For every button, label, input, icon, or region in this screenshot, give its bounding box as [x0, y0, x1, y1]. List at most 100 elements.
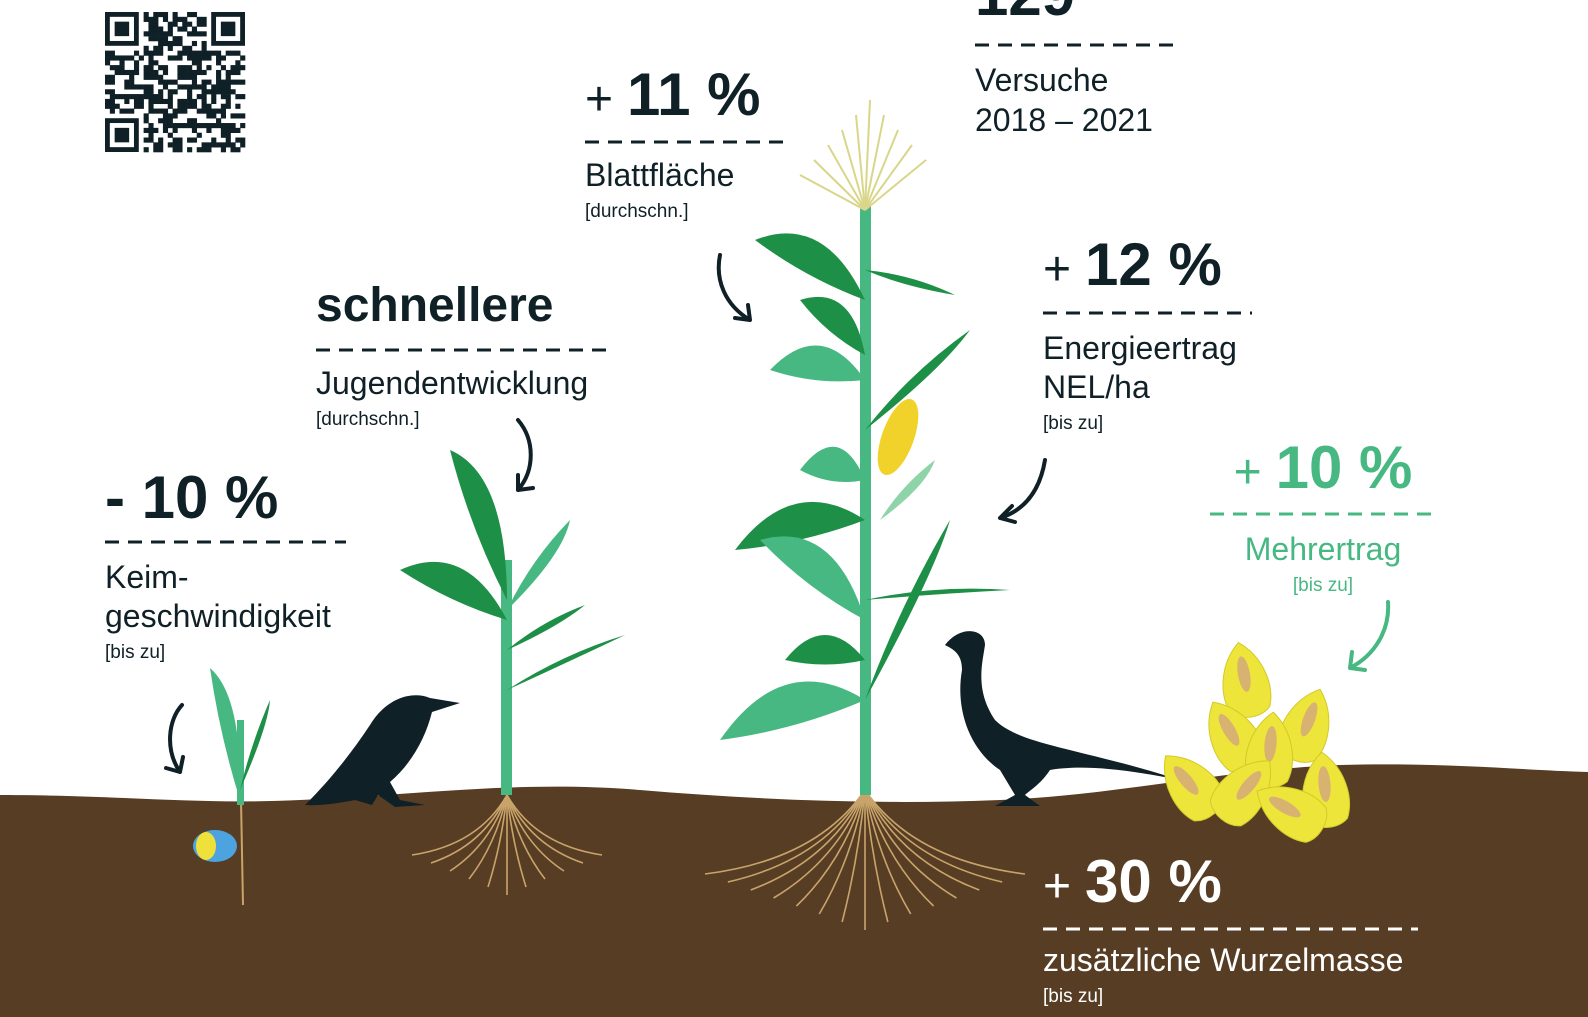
qr-finder	[221, 22, 235, 36]
qr-cell	[221, 113, 226, 118]
stat-number: 12 %	[1085, 231, 1222, 298]
qr-cell	[177, 109, 182, 114]
qr-cell	[168, 99, 173, 104]
qr-cell	[168, 55, 173, 60]
qr-cell	[124, 84, 129, 89]
qr-cell	[202, 70, 207, 75]
qr-cell	[153, 60, 158, 65]
qr-cell	[240, 142, 245, 147]
qr-cell	[144, 113, 149, 118]
qr-cell	[192, 138, 197, 143]
qr-cell	[148, 65, 153, 70]
qr-cell	[153, 94, 158, 99]
qr-cell	[202, 55, 207, 60]
qr-cell	[129, 75, 134, 80]
qr-cell	[226, 128, 231, 133]
qr-cell	[168, 133, 173, 138]
qr-cell	[148, 128, 153, 133]
qr-cell	[110, 51, 115, 56]
qr-cell	[148, 89, 153, 94]
qr-cell	[158, 99, 163, 104]
qr-cell	[197, 133, 202, 138]
qr-cell	[173, 36, 178, 41]
qr-cell	[192, 26, 197, 31]
qr-cell	[240, 123, 245, 128]
qr-cell	[110, 104, 115, 109]
qr-cell	[216, 109, 221, 114]
qr-cell	[115, 65, 120, 70]
qr-cell	[153, 26, 158, 31]
qr-cell	[221, 55, 226, 60]
stat-label: Keim-	[105, 559, 189, 595]
qr-cell	[153, 147, 158, 152]
qr-cell	[235, 60, 240, 65]
qr-cell	[231, 65, 236, 70]
qr-cell	[153, 109, 158, 114]
stat-value: +11 %	[585, 61, 760, 128]
qr-cell	[235, 138, 240, 143]
qr-cell	[148, 75, 153, 80]
qr-cell	[168, 80, 173, 85]
qr-cell	[206, 147, 211, 152]
qr-cell	[105, 99, 110, 104]
qr-cell	[192, 70, 197, 75]
qr-cell	[206, 89, 211, 94]
qr-cell	[115, 104, 120, 109]
qr-cell	[134, 51, 139, 56]
qr-cell	[211, 113, 216, 118]
qr-cell	[148, 70, 153, 75]
qr-cell	[182, 70, 187, 75]
qr-cell	[221, 89, 226, 94]
qr-cell	[110, 89, 115, 94]
qr-cell	[110, 55, 115, 60]
stat-number: 10 %	[1276, 434, 1413, 501]
qr-cell	[226, 89, 231, 94]
qr-cell	[148, 36, 153, 41]
qr-cell	[187, 84, 192, 89]
qr-cell	[134, 70, 139, 75]
qr-cell	[153, 128, 158, 133]
qr-cell	[177, 41, 182, 46]
qr-cell	[187, 22, 192, 27]
qr-cell	[144, 147, 149, 152]
qr-cell	[158, 138, 163, 143]
qr-cell	[231, 128, 236, 133]
stat-label: 2018 – 2021	[975, 102, 1153, 138]
qr-cell	[153, 36, 158, 41]
qr-cell	[134, 65, 139, 70]
qr-cell	[163, 109, 168, 114]
qr-cell	[192, 80, 197, 85]
qr-cell	[173, 22, 178, 27]
qr-cell	[202, 109, 207, 114]
qr-cell	[158, 41, 163, 46]
stat-label: geschwindigkeit	[105, 598, 331, 634]
qr-cell	[173, 138, 178, 143]
qr-cell	[187, 104, 192, 109]
qr-cell	[226, 80, 231, 85]
qr-cell	[226, 75, 231, 80]
qr-cell	[129, 70, 134, 75]
qr-cell	[124, 109, 129, 114]
qr-cell	[144, 128, 149, 133]
stat-sign: +	[1234, 446, 1262, 499]
qr-cell	[206, 80, 211, 85]
qr-cell	[168, 118, 173, 123]
qr-cell	[168, 41, 173, 46]
qr-cell	[197, 55, 202, 60]
qr-cell	[226, 142, 231, 147]
qr-cell	[105, 51, 110, 56]
qr-cell	[202, 123, 207, 128]
leaf	[507, 520, 570, 610]
qr-cell	[119, 60, 124, 65]
qr-cell	[202, 84, 207, 89]
leaf	[507, 635, 625, 690]
qr-cell	[206, 109, 211, 114]
qr-cell	[182, 26, 187, 31]
qr-cell	[197, 22, 202, 27]
qr-cell	[235, 70, 240, 75]
qr-cell	[158, 80, 163, 85]
qr-cell	[182, 75, 187, 80]
qr-cell	[148, 22, 153, 27]
qr-cell	[211, 109, 216, 114]
qr-cell	[163, 128, 168, 133]
